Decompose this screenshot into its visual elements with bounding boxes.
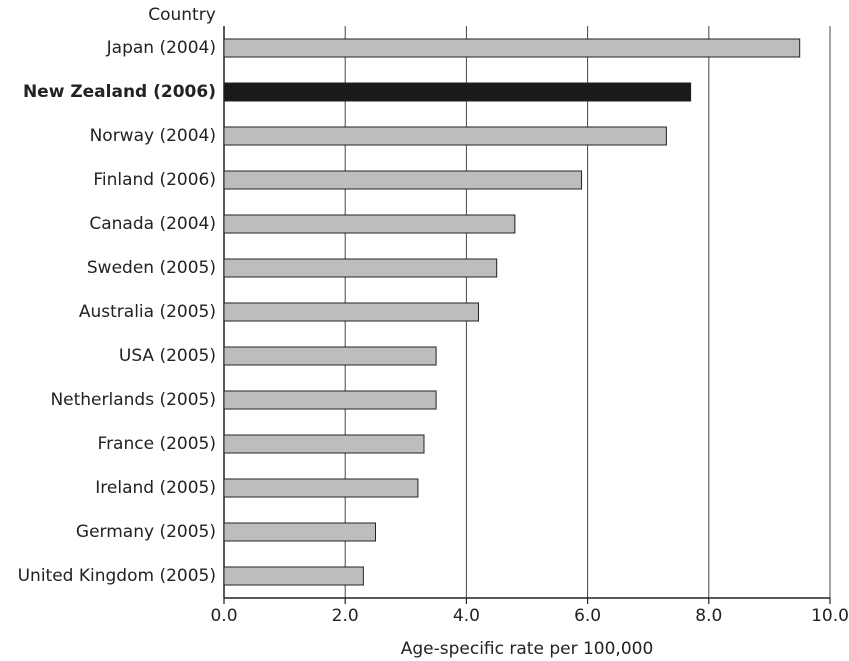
y-tick-label: New Zealand (2006) (23, 82, 216, 102)
y-tick-label: Norway (2004) (90, 126, 216, 146)
y-axis-label: Country (148, 5, 216, 25)
y-tick-label: Sweden (2005) (87, 258, 216, 278)
bar (223, 390, 437, 410)
bar (223, 302, 480, 322)
bar (223, 214, 516, 234)
bar (223, 258, 498, 278)
bar (223, 522, 376, 542)
y-tick-label: France (2005) (98, 434, 216, 454)
x-tick-label: 2.0 (332, 606, 359, 626)
bar (223, 38, 801, 58)
y-tick-label: USA (2005) (119, 346, 216, 366)
y-tick-label: Germany (2005) (76, 522, 216, 542)
x-axis-label: Age-specific rate per 100,000 (401, 639, 654, 659)
bar (223, 346, 437, 366)
y-tick-label: Netherlands (2005) (50, 390, 216, 410)
y-tick-label: Japan (2004) (106, 38, 216, 58)
x-tick-label: 10.0 (811, 606, 849, 626)
y-tick-label: Canada (2004) (89, 214, 216, 234)
x-tick-label: 4.0 (453, 606, 480, 626)
x-tick-label: 6.0 (574, 606, 601, 626)
bar (223, 126, 667, 146)
y-tick-label: Finland (2006) (93, 170, 216, 190)
y-tick-label: United Kingdom (2005) (18, 566, 216, 586)
y-tick-label: Australia (2005) (79, 302, 216, 322)
bar (223, 170, 583, 190)
x-tick-label: 8.0 (695, 606, 722, 626)
bar (223, 434, 425, 454)
bar (223, 82, 692, 102)
y-tick-label: Ireland (2005) (95, 478, 216, 498)
bar (223, 478, 419, 498)
bar (223, 566, 364, 586)
x-tick-label: 0.0 (210, 606, 237, 626)
